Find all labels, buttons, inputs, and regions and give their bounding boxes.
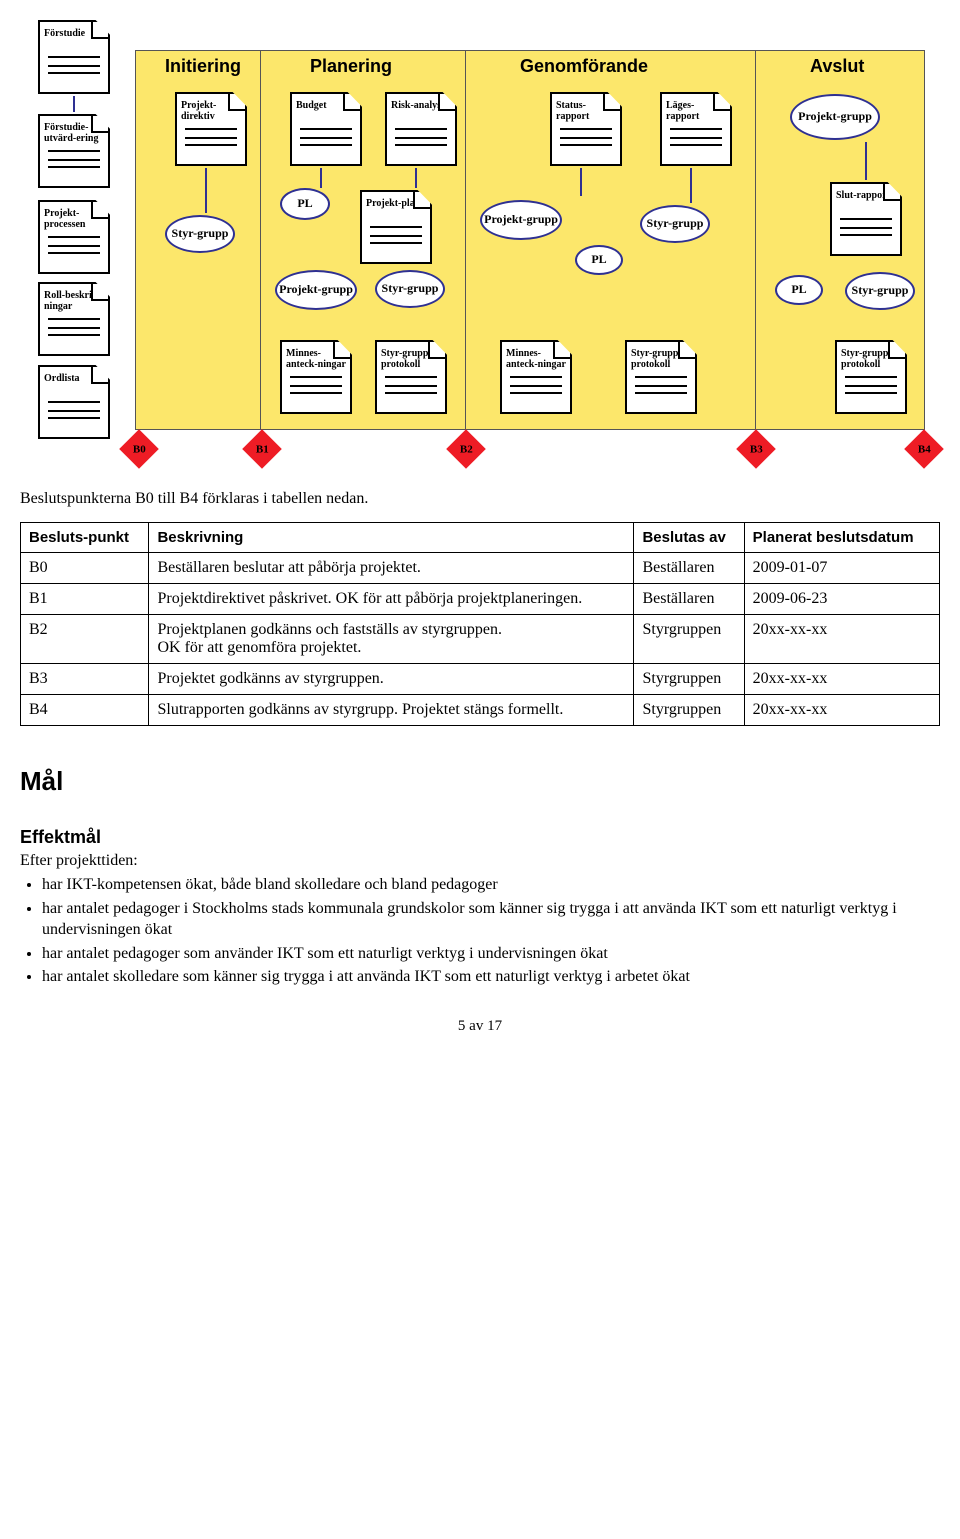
oval-styrgrupp-4: Styr-grupp	[375, 270, 445, 308]
phase-label: Planering	[310, 56, 392, 77]
list-item: har antalet pedagoger som använder IKT s…	[42, 943, 940, 965]
col-planerat-datum: Planerat beslutsdatum	[744, 523, 939, 553]
oval-pl-1: PL	[280, 188, 330, 220]
table-row: B0 Beställaren beslutar att påbörja proj…	[21, 553, 940, 584]
oval-pl-3: PL	[775, 275, 823, 305]
diamond-b1: B1	[242, 429, 282, 469]
table-row: B4 Slutrapporten godkänns av styrgrupp. …	[21, 695, 940, 726]
doc-styrgruppsprotokoll-3: Styr-grupps-protokoll	[835, 340, 907, 414]
heading-effektmal: Effektmål	[20, 827, 940, 848]
heading-mal: Mål	[20, 766, 940, 797]
doc-riskanalys: Risk-analys	[385, 92, 457, 166]
oval-projektgrupp-2: Projekt-grupp	[480, 200, 562, 240]
doc-projektplan: Projekt-plan	[360, 190, 432, 264]
phase-label: Avslut	[810, 56, 864, 77]
table-row: B3 Projektet godkänns av styrgruppen. St…	[21, 664, 940, 695]
list-item: har antalet skolledare som känner sig tr…	[42, 966, 940, 988]
doc-lagesrapport: Läges-rapport	[660, 92, 732, 166]
doc-slutrapport: Slut-rapport	[830, 182, 902, 256]
diamond-b2: B2	[446, 429, 486, 469]
diamond-b0: B0	[119, 429, 159, 469]
doc-forstudie: Förstudie	[38, 20, 110, 94]
project-model-diagram: Initiering Planering Genomförande Avslut…	[20, 20, 940, 470]
diamond-b3: B3	[736, 429, 776, 469]
effect-goal-list: har IKT-kompetensen ökat, både bland sko…	[42, 874, 940, 988]
doc-statusrapport: Status-rapport	[550, 92, 622, 166]
after-project-text: Efter projekttiden:	[20, 852, 940, 870]
oval-styrgrupp-2: Styr-grupp	[640, 205, 710, 243]
doc-styrgruppsprotokoll-1: Styr-grupps-protokoll	[375, 340, 447, 414]
table-row: B2 Projektplanen godkänns och fastställs…	[21, 615, 940, 664]
table-row: B1 Projektdirektivet påskrivet. OK för a…	[21, 584, 940, 615]
oval-styrgrupp-3: Styr-grupp	[845, 272, 915, 310]
decision-points-table: Besluts-punkt Beskrivning Beslutas av Pl…	[20, 522, 940, 726]
list-item: har IKT-kompetensen ökat, både bland sko…	[42, 874, 940, 896]
doc-projektdirektiv: Projekt-direktiv	[175, 92, 247, 166]
diamond-b4: B4	[904, 429, 944, 469]
doc-budget: Budget	[290, 92, 362, 166]
phase-label: Initiering	[165, 56, 241, 77]
doc-ordlista: Ordlista	[38, 365, 110, 439]
doc-styrgruppsprotokoll-2: Styr-grupps-protokoll	[625, 340, 697, 414]
doc-rollbeskrivningar: Roll-beskriv-ningar	[38, 282, 110, 356]
doc-minnesanteckningar-1: Minnes-anteck-ningar	[280, 340, 352, 414]
oval-pl-2: PL	[575, 245, 623, 275]
doc-forstudie-utvardering: Förstudie-utvärd-ering	[38, 114, 110, 188]
intro-text: Beslutspunkterna B0 till B4 förklaras i …	[20, 490, 940, 508]
doc-projektprocessen: Projekt-processen	[38, 200, 110, 274]
col-beslutas-av: Beslutas av	[634, 523, 744, 553]
page-number: 5 av 17	[20, 1018, 940, 1035]
col-beskrivning: Beskrivning	[149, 523, 634, 553]
oval-projektgrupp-3: Projekt-grupp	[275, 270, 357, 310]
oval-projektgrupp-avslut: Projekt-grupp	[790, 94, 880, 140]
oval-styrgrupp-1: Styr-grupp	[165, 215, 235, 253]
phase-label: Genomförande	[520, 56, 648, 77]
doc-minnesanteckningar-2: Minnes-anteck-ningar	[500, 340, 572, 414]
col-beslutspunkt: Besluts-punkt	[21, 523, 149, 553]
list-item: har antalet pedagoger i Stockholms stads…	[42, 898, 940, 941]
